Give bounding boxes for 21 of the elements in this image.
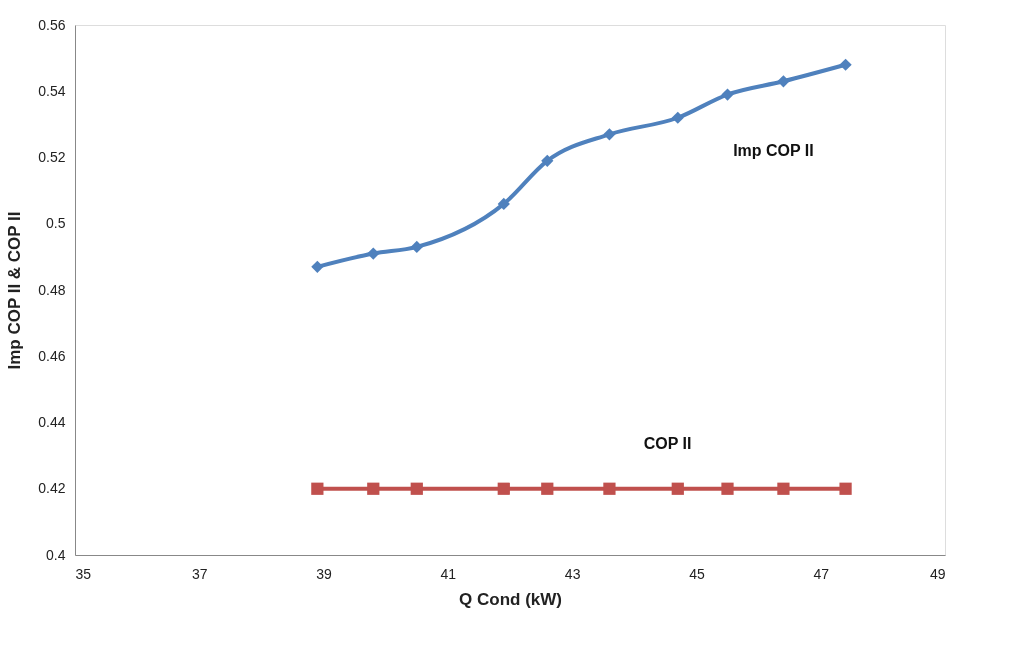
y-tick-label: 0.52 — [38, 149, 66, 165]
y-tick-label: 0.44 — [38, 414, 66, 430]
y-tick-label: 0.42 — [38, 480, 66, 497]
y-tick-label: 0.5 — [46, 215, 66, 232]
x-axis-title: Q Cond (kW) — [459, 589, 562, 609]
x-tick-label: 45 — [689, 565, 705, 582]
y-tick-label: 0.46 — [38, 347, 66, 364]
x-tick-label: 39 — [316, 565, 333, 582]
text: Imp COP II — [733, 142, 814, 160]
y-axis-title: Imp COP II & COP II — [5, 211, 25, 370]
x-tick-label: 47 — [813, 565, 830, 582]
x-tick-label: 43 — [564, 565, 581, 582]
series-label: COP II — [643, 434, 692, 452]
x-tick-label: 35 — [75, 565, 92, 582]
x-tick-label: 49 — [929, 565, 946, 582]
y-tick-label: 0.54 — [38, 82, 66, 99]
y-tick-label: 0.48 — [38, 281, 66, 298]
x-tick-label: 37 — [192, 565, 208, 582]
y-tick-label: 0.4 — [46, 546, 66, 563]
y-tick-label: 0.56 — [38, 16, 66, 33]
x-tick-label: 41 — [440, 565, 457, 582]
